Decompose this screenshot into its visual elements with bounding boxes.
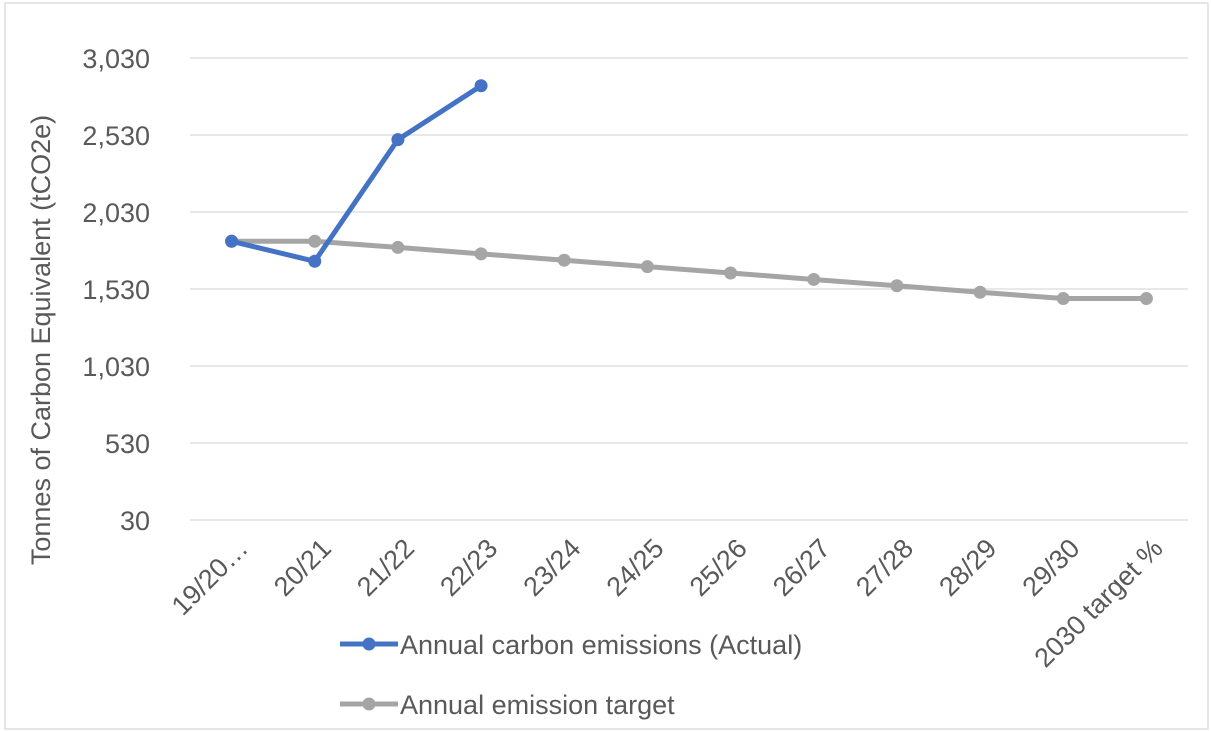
y-tick-label: 530 [105,429,150,459]
data-point [640,260,654,274]
x-tick-label: 22/23 [434,533,503,602]
data-point [391,133,405,147]
y-tick-label: 30 [120,506,150,536]
y-tick-label: 2,030 [82,198,150,228]
data-point [474,79,488,93]
y-tick-label: 2,530 [82,121,150,151]
x-tick-label: 26/27 [767,533,836,602]
series [225,79,1153,306]
gridlines [190,57,1188,521]
y-axis-ticks: 30 530 1,030 1,530 2,030 2,530 3,030 [82,44,150,536]
data-point [973,285,987,299]
data-point [807,272,821,286]
series-target [225,234,1153,306]
x-tick-label: 20/21 [268,533,337,602]
x-tick-label: 21/22 [351,533,420,602]
y-tick-label: 1,030 [82,352,150,382]
data-point [1139,292,1153,306]
series-line [229,83,484,264]
y-axis-title: Tonnes of Carbon Equivalent (tCO2e) [26,115,56,565]
data-point [225,234,239,248]
x-tick-label: 29/30 [1016,533,1085,602]
x-tick-label: 28/29 [933,533,1002,602]
legend-item: Annual carbon emissions (Actual) [340,630,802,660]
x-tick-label: 23/24 [517,533,586,602]
x-tick-label: 27/28 [850,533,919,602]
data-point [474,247,488,261]
chart-frame [4,2,1209,730]
data-point [890,279,904,293]
legend-label: Annual emission target [400,690,675,720]
legend-item: Annual emission target [340,690,675,720]
data-point [557,253,571,267]
y-tick-label: 1,530 [82,275,150,305]
series-actual [225,79,488,268]
legend: Annual carbon emissions (Actual) Annual e… [340,630,802,720]
legend-marker [362,637,376,651]
x-tick-label: 19/20… [166,533,254,621]
x-tick-label: 24/25 [601,533,670,602]
series-line [229,238,1149,302]
data-point [308,234,322,248]
data-point [308,254,322,268]
x-tick-label: 25/26 [684,533,753,602]
legend-marker [362,697,376,711]
data-point [1056,292,1070,306]
y-tick-label: 3,030 [82,44,150,74]
data-point [391,240,405,254]
data-point [724,266,738,280]
legend-label: Annual carbon emissions (Actual) [400,630,802,660]
